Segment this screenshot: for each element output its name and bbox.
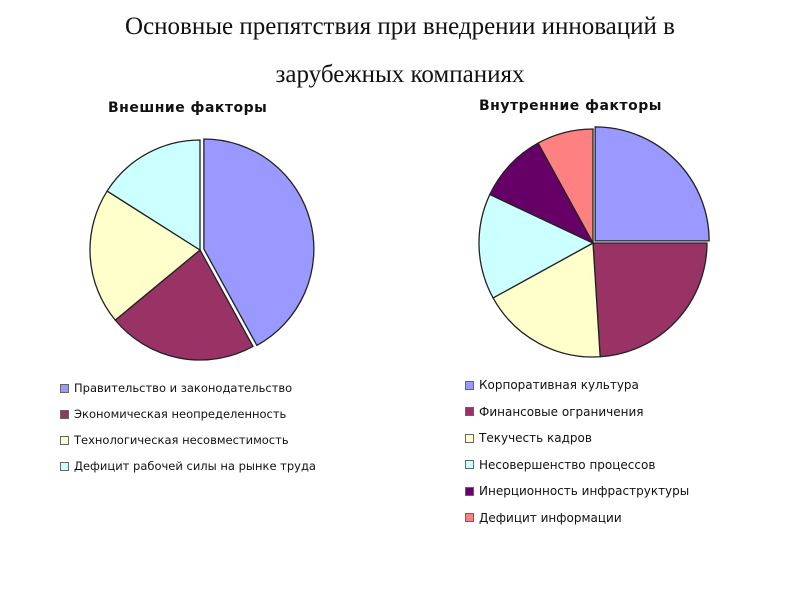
legend-item: Технологическая несовместимость [60, 427, 316, 453]
legend-label: Дефицит рабочей силы на рынке труда [74, 459, 316, 473]
legend-swatch [465, 486, 474, 496]
legend-item: Несовершенство процессов [465, 452, 689, 479]
legend-swatch [465, 380, 474, 390]
pie-slice [592, 242, 708, 358]
pie-slice [203, 138, 315, 347]
chart-title: Внутренние факторы [479, 98, 662, 114]
legend-item: Дефицит информации [465, 505, 689, 532]
legend-item: Текучесть кадров [465, 425, 689, 452]
internal-factors-legend: Корпоративная культура Финансовые огранич… [465, 372, 689, 531]
legend-item: Инерционность инфраструктуры [465, 478, 689, 505]
legend-label: Экономическая неопределенность [74, 407, 287, 421]
chart-title: Внешние факторы [108, 100, 268, 116]
external-factors-legend: Правительство и законодательство Экономич… [60, 375, 316, 479]
legend-swatch [60, 383, 69, 393]
external-factors-pie [89, 138, 315, 361]
internal-factors-pie [478, 126, 710, 358]
legend-item: Экономическая неопределенность [60, 401, 316, 427]
legend-label: Правительство и законодательство [74, 381, 293, 395]
pie-slice [492, 241, 601, 358]
legend-label: Текучесть кадров [479, 431, 592, 446]
internal-factors-chart: Внутренние факторы Корпоративная культур… [455, 98, 795, 540]
pie-slice [594, 126, 710, 242]
legend-swatch [60, 409, 69, 419]
pie-slice [478, 193, 595, 299]
slide-title-line-1: Основные препятствия при внедрении иннов… [125, 13, 675, 40]
legend-item: Корпоративная культура [465, 372, 689, 399]
legend-label: Несовершенство процессов [479, 457, 656, 472]
slide-title-line-2: зарубежных компаниях [275, 61, 525, 88]
legend-item: Дефицит рабочей силы на рынке труда [60, 453, 316, 479]
legend-swatch [465, 407, 474, 417]
pie-slice [488, 142, 595, 245]
legend-item: Правительство и законодательство [60, 375, 316, 401]
pie-slice [89, 190, 202, 322]
legend-label: Финансовые ограничения [479, 404, 644, 419]
legend-item: Финансовые ограничения [465, 399, 689, 426]
legend-label: Инерционность инфраструктуры [479, 484, 690, 499]
pie-slice [537, 128, 594, 244]
legend-swatch [465, 460, 474, 470]
legend-label: Дефицит информации [479, 510, 622, 525]
pie-slice [114, 248, 254, 361]
legend-label: Корпоративная культура [479, 378, 639, 393]
legend-swatch [465, 513, 474, 523]
legend-swatch [465, 433, 474, 443]
pie-slice [106, 139, 201, 252]
external-factors-chart: Внешние факторы Правительство и законода… [60, 100, 410, 500]
legend-swatch [60, 461, 69, 471]
legend-swatch [60, 435, 69, 445]
legend-label: Технологическая несовместимость [74, 433, 289, 447]
